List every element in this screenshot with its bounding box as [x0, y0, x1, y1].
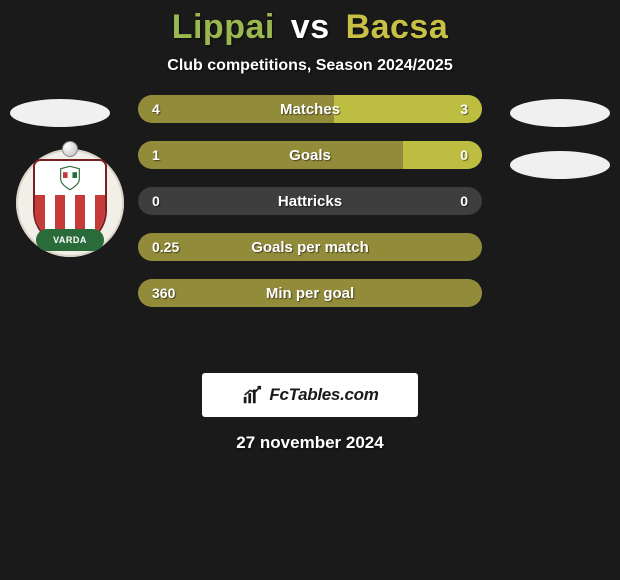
stat-bars: 4Matches31Goals00Hattricks00.25Goals per…	[138, 95, 482, 325]
stat-label: Matches	[138, 95, 482, 123]
brand-attribution: FcTables.com	[202, 373, 418, 417]
player2-club-placeholder	[510, 151, 610, 179]
comparison-stage: VARDA 4Matches31Goals00Hattricks00.25Goa…	[0, 99, 620, 359]
player2-name: Bacsa	[346, 8, 449, 46]
brand-logo-icon	[241, 384, 263, 406]
stat-label: Goals per match	[138, 233, 482, 261]
stat-row: 0.25Goals per match	[138, 233, 482, 261]
stat-row: 4Matches3	[138, 95, 482, 123]
brand-text: FcTables.com	[269, 385, 378, 405]
player1-club-badge: VARDA	[16, 149, 124, 257]
player1-name: Lippai	[172, 8, 275, 46]
stat-label: Goals	[138, 141, 482, 169]
player2-photo-placeholder	[510, 99, 610, 127]
vs-text: vs	[291, 8, 330, 46]
stat-label: Hattricks	[138, 187, 482, 215]
stat-row: 360Min per goal	[138, 279, 482, 307]
stat-label: Min per goal	[138, 279, 482, 307]
subtitle: Club competitions, Season 2024/2025	[0, 57, 620, 75]
stat-value-player2: 0	[460, 187, 468, 215]
stat-value-player2: 0	[460, 141, 468, 169]
badge-crest	[35, 161, 105, 195]
badge-ball-icon	[62, 141, 78, 157]
stat-row: 1Goals0	[138, 141, 482, 169]
crest-icon	[56, 164, 84, 192]
badge-banner: VARDA	[36, 229, 104, 251]
comparison-title: Lippai vs Bacsa	[0, 0, 620, 47]
stat-value-player2: 3	[460, 95, 468, 123]
player1-photo-placeholder	[10, 99, 110, 127]
stat-row: 0Hattricks0	[138, 187, 482, 215]
date-label: 27 november 2024	[0, 433, 620, 453]
